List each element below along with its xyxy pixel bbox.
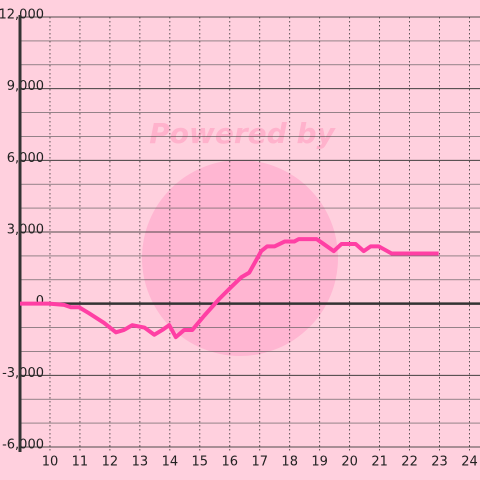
x-tick-label: 13 [132,455,149,470]
x-tick-label: 18 [281,455,298,470]
y-tick-label: -6,000 [2,438,44,453]
y-tick-label: 9,000 [7,79,44,94]
watermark-text: Powered by [149,117,336,150]
x-tick-label: 16 [221,455,238,470]
watermark-logo [142,160,338,356]
x-tick-label: 14 [162,455,179,470]
x-tick-label: 20 [341,455,358,470]
x-tick-label: 24 [461,455,478,470]
y-tick-label: 6,000 [7,151,44,166]
y-tick-label: -3,000 [2,366,44,381]
x-tick-label: 12 [102,455,119,470]
x-tick-label: 15 [192,455,209,470]
y-tick-label: 3,000 [7,223,44,238]
x-tick-label: 19 [311,455,328,470]
series-line [20,237,439,340]
x-tick-label: 22 [401,455,418,470]
x-tick-label: 17 [251,455,268,470]
y-tick-label: 12,000 [0,8,44,23]
x-tick-label: 21 [371,455,388,470]
x-tick-label: 11 [72,455,89,470]
x-tick-label: 10 [42,455,59,470]
x-tick-label: 23 [431,455,448,470]
